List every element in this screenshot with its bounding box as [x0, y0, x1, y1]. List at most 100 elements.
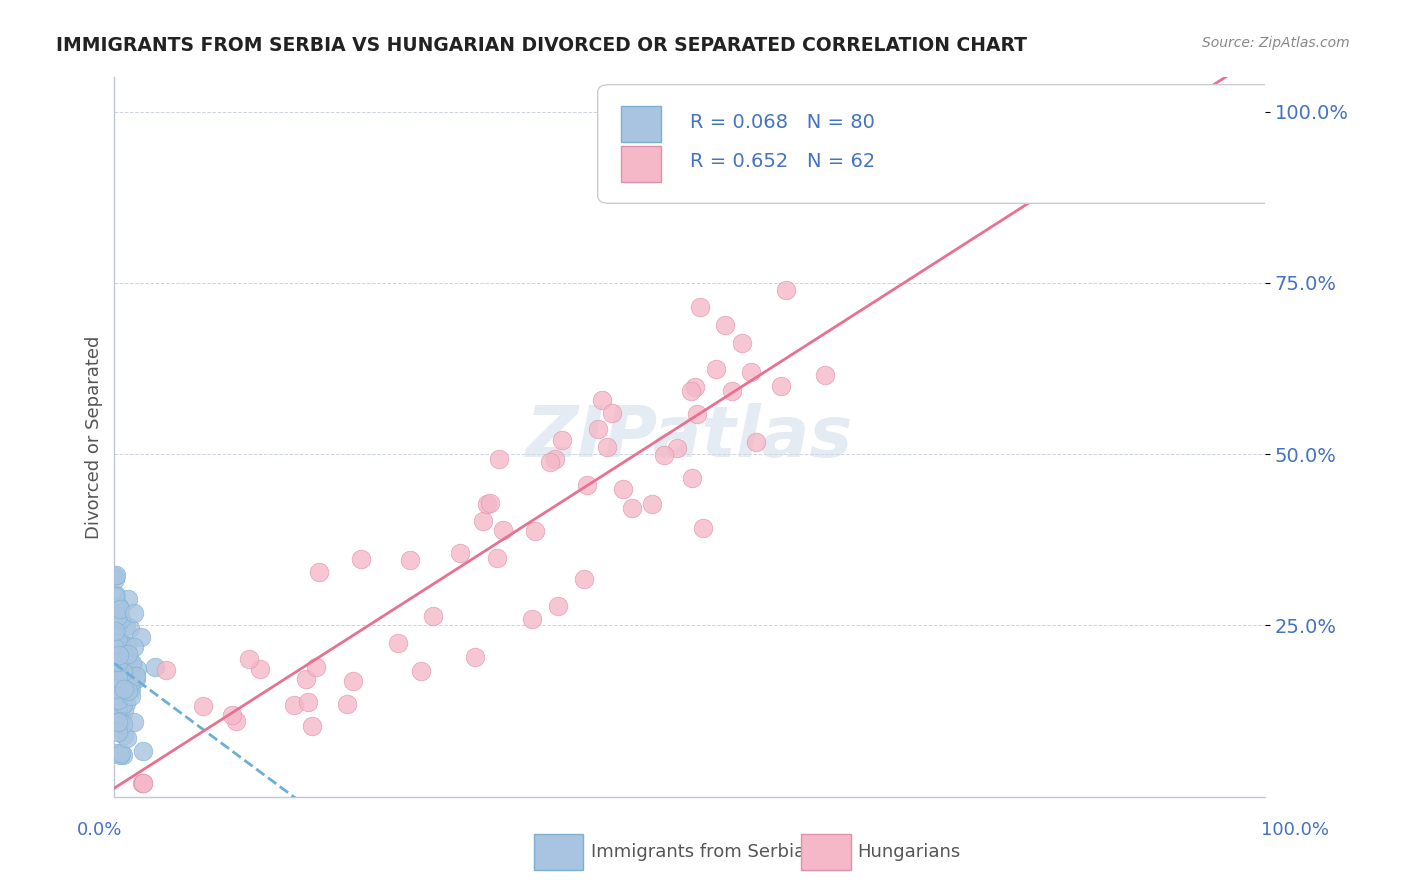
Point — [249, 662, 271, 676]
Text: 0.0%: 0.0% — [77, 821, 122, 838]
Point — [221, 708, 243, 723]
Point — [488, 452, 510, 467]
Point — [120, 677, 142, 691]
Point — [129, 630, 152, 644]
Point — [155, 663, 177, 677]
Point — [104, 572, 127, 586]
Point — [387, 635, 409, 649]
Point — [103, 673, 125, 687]
Point — [115, 696, 138, 710]
Point — [492, 523, 515, 537]
Point — [108, 601, 131, 615]
Point — [731, 335, 754, 350]
Text: 100.0%: 100.0% — [1261, 821, 1329, 838]
Point — [117, 592, 139, 607]
Point — [104, 681, 127, 696]
Point — [399, 553, 422, 567]
Point — [104, 655, 127, 669]
Point — [114, 662, 136, 676]
Point — [104, 656, 127, 670]
Point — [108, 714, 131, 729]
Point — [485, 551, 508, 566]
Point — [112, 748, 135, 763]
Point — [104, 679, 127, 693]
FancyBboxPatch shape — [620, 106, 661, 142]
Point — [117, 651, 139, 665]
Point — [714, 318, 737, 332]
Point — [115, 619, 138, 633]
Point — [104, 658, 127, 673]
Point — [107, 609, 129, 624]
Point — [409, 664, 432, 678]
Point — [588, 422, 610, 436]
Point — [111, 717, 134, 731]
Point — [104, 632, 127, 647]
Point — [464, 649, 486, 664]
Y-axis label: Divorced or Separated: Divorced or Separated — [86, 335, 103, 539]
Point — [350, 551, 373, 566]
Point — [107, 659, 129, 673]
Point — [679, 384, 702, 399]
Point — [107, 714, 129, 729]
Point — [132, 776, 155, 790]
Point — [686, 407, 709, 421]
Point — [121, 656, 143, 670]
Point — [122, 715, 145, 730]
Point — [538, 455, 561, 469]
Point — [308, 565, 330, 579]
Point — [105, 688, 128, 702]
Text: ZIPatlas: ZIPatlas — [526, 402, 853, 472]
Point — [105, 588, 128, 602]
Point — [108, 748, 131, 763]
Point — [721, 384, 744, 398]
Point — [422, 608, 444, 623]
Point — [131, 744, 153, 758]
Point — [110, 683, 132, 698]
Point — [305, 660, 328, 674]
Point — [683, 380, 706, 394]
Point — [478, 495, 501, 509]
Point — [692, 520, 714, 534]
Point — [472, 514, 495, 528]
Point — [112, 697, 135, 711]
Point — [108, 611, 131, 625]
Point — [107, 692, 129, 706]
Point — [572, 572, 595, 586]
Point — [621, 500, 644, 515]
Text: Source: ZipAtlas.com: Source: ZipAtlas.com — [1202, 36, 1350, 50]
Point — [477, 497, 499, 511]
Point — [117, 683, 139, 698]
Point — [652, 448, 675, 462]
Point — [127, 662, 149, 676]
Point — [612, 482, 634, 496]
Point — [107, 724, 129, 739]
Point — [814, 368, 837, 383]
Point — [225, 714, 247, 728]
Point — [125, 672, 148, 686]
Point — [112, 728, 135, 742]
Point — [112, 704, 135, 718]
Point — [551, 433, 574, 447]
Point — [575, 478, 598, 492]
Point — [110, 651, 132, 665]
Point — [111, 647, 134, 661]
Point — [110, 710, 132, 724]
Point — [544, 452, 567, 467]
Point — [596, 440, 619, 454]
FancyBboxPatch shape — [620, 145, 661, 182]
Point — [122, 606, 145, 620]
Text: R = 0.652   N = 62: R = 0.652 N = 62 — [690, 153, 875, 171]
Point — [122, 640, 145, 654]
Point — [524, 524, 547, 538]
Point — [681, 471, 703, 485]
Text: Hungarians: Hungarians — [858, 843, 960, 861]
Point — [191, 698, 214, 713]
Point — [120, 689, 142, 703]
Point — [336, 698, 359, 712]
Point — [107, 671, 129, 685]
Point — [547, 599, 569, 613]
Point — [104, 663, 127, 677]
Text: IMMIGRANTS FROM SERBIA VS HUNGARIAN DIVORCED OR SEPARATED CORRELATION CHART: IMMIGRANTS FROM SERBIA VS HUNGARIAN DIVO… — [56, 36, 1028, 54]
Point — [297, 695, 319, 709]
Point — [745, 434, 768, 449]
